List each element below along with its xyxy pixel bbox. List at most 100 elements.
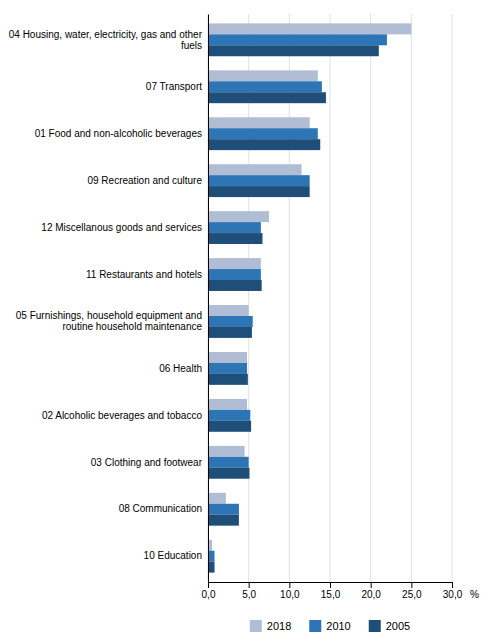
tick-label-line: 11 Restaurants and hotels: [86, 269, 202, 280]
tick: 10,0: [280, 582, 300, 600]
tick-label-line: 01 Food and non-alcoholic beverages: [35, 128, 202, 139]
tick-label-line: 03 Clothing and footwear: [91, 456, 203, 467]
bar: [208, 164, 302, 175]
bar: [208, 128, 318, 139]
tick-label: 20,0: [361, 589, 381, 600]
bar: [208, 504, 239, 515]
bar: [208, 374, 248, 385]
bars: [208, 23, 411, 572]
axis-line: [208, 15, 209, 583]
bar: [208, 399, 247, 410]
tick: 05 Furnishings, household equipment andr…: [16, 310, 208, 332]
tick-label-line: fuels: [181, 40, 202, 51]
chart-svg: 0,05,010,015,020,025,030,0%04 Housing, w…: [0, 0, 488, 644]
tick: 25,0: [402, 582, 422, 600]
bar: [208, 211, 269, 222]
legend-item: 2005: [369, 620, 410, 632]
axis-line: [209, 583, 453, 589]
tick-label: 05 Furnishings, household equipment andr…: [16, 310, 203, 332]
y-axis: 04 Housing, water, electricity, gas and …: [9, 15, 209, 583]
tick: 02 Alcoholic beverages and tobacco: [42, 410, 208, 421]
bar: [208, 117, 310, 128]
plot-area: 0,05,010,015,020,025,030,0%04 Housing, w…: [9, 14, 479, 600]
tick: 07 Transport: [146, 81, 208, 92]
tick-label: 5,0: [242, 589, 256, 600]
bar: [208, 515, 239, 526]
legend-item: 2010: [309, 620, 350, 632]
legend-swatch: [250, 620, 262, 632]
tick-label: 02 Alcoholic beverages and tobacco: [42, 410, 203, 421]
grid-line: [330, 14, 331, 582]
tick-label-line: 10 Education: [144, 550, 202, 561]
tick: 03 Clothing and footwear: [91, 456, 208, 467]
legend-label: 2005: [386, 620, 410, 632]
bar: [208, 175, 310, 186]
tick-label: 10,0: [280, 589, 300, 600]
tick-label: 15,0: [321, 589, 341, 600]
tick-label-line: 09 Recreation and culture: [87, 175, 202, 186]
tick-label: 07 Transport: [146, 81, 202, 92]
tick-mark: [330, 582, 331, 588]
tick: 20,0: [361, 582, 381, 600]
tick-mark: [452, 582, 453, 588]
legend-label: 2010: [326, 620, 350, 632]
tick: 11 Restaurants and hotels: [86, 269, 208, 280]
bar: [208, 269, 261, 280]
bar: [208, 327, 252, 338]
tick-mark: [371, 582, 372, 588]
grid: [208, 14, 452, 582]
bar: [208, 92, 326, 103]
tick: 01 Food and non-alcoholic beverages: [35, 128, 208, 139]
bar: [208, 457, 249, 468]
grid-line: [452, 14, 453, 582]
tick: 08 Communication: [119, 503, 208, 514]
tick-mark: [208, 582, 209, 588]
bar: [208, 139, 320, 150]
tick-label-line: 05 Furnishings, household equipment and: [16, 310, 202, 321]
tick-mark: [289, 582, 290, 588]
bar: [208, 186, 310, 197]
tick-label-line: 08 Communication: [119, 503, 202, 514]
tick: 15,0: [321, 582, 341, 600]
legend: 2018 2010 2005: [250, 620, 410, 632]
bar: [208, 222, 261, 233]
bar: [208, 258, 261, 269]
bar: [208, 305, 249, 316]
tick-label: 01 Food and non-alcoholic beverages: [35, 128, 202, 139]
bar: [208, 446, 245, 457]
tick-label-line: 07 Transport: [146, 81, 202, 92]
bar: [208, 70, 318, 81]
tick-label-line: 04 Housing, water, electricity, gas and …: [9, 29, 203, 40]
tick: 5,0: [242, 582, 256, 600]
bar: [208, 280, 262, 291]
bar: [208, 81, 322, 92]
bar: [208, 468, 249, 479]
tick-label: 0,0: [202, 589, 216, 600]
bar: [208, 233, 262, 244]
bar: [208, 493, 226, 504]
tick-label: 09 Recreation and culture: [87, 175, 202, 186]
tick-mark: [249, 582, 250, 588]
tick: 0,0: [202, 582, 216, 600]
legend-swatch: [309, 620, 321, 632]
grid-line: [208, 14, 209, 582]
chart-container: 0,05,010,015,020,025,030,0%04 Housing, w…: [0, 0, 488, 644]
bar-series: [208, 45, 379, 572]
bar: [208, 45, 379, 56]
tick-label-line: 02 Alcoholic beverages and tobacco: [42, 410, 203, 421]
legend-swatch: [369, 620, 381, 632]
tick-label: 03 Clothing and footwear: [91, 456, 203, 467]
bar: [208, 316, 253, 327]
grid-line: [411, 14, 412, 582]
tick: 09 Recreation and culture: [87, 175, 208, 186]
tick-label-line: 12 Miscellanous goods and services: [41, 222, 202, 233]
bar: [208, 34, 387, 45]
bar: [208, 23, 411, 34]
tick-label-line: 06 Health: [159, 363, 202, 374]
legend-item: 2018: [250, 620, 291, 632]
bar-series: [208, 34, 387, 561]
tick: 06 Health: [159, 363, 208, 374]
bar: [208, 352, 247, 363]
grid-line: [370, 14, 371, 582]
tick-label: 04 Housing, water, electricity, gas and …: [9, 29, 203, 51]
